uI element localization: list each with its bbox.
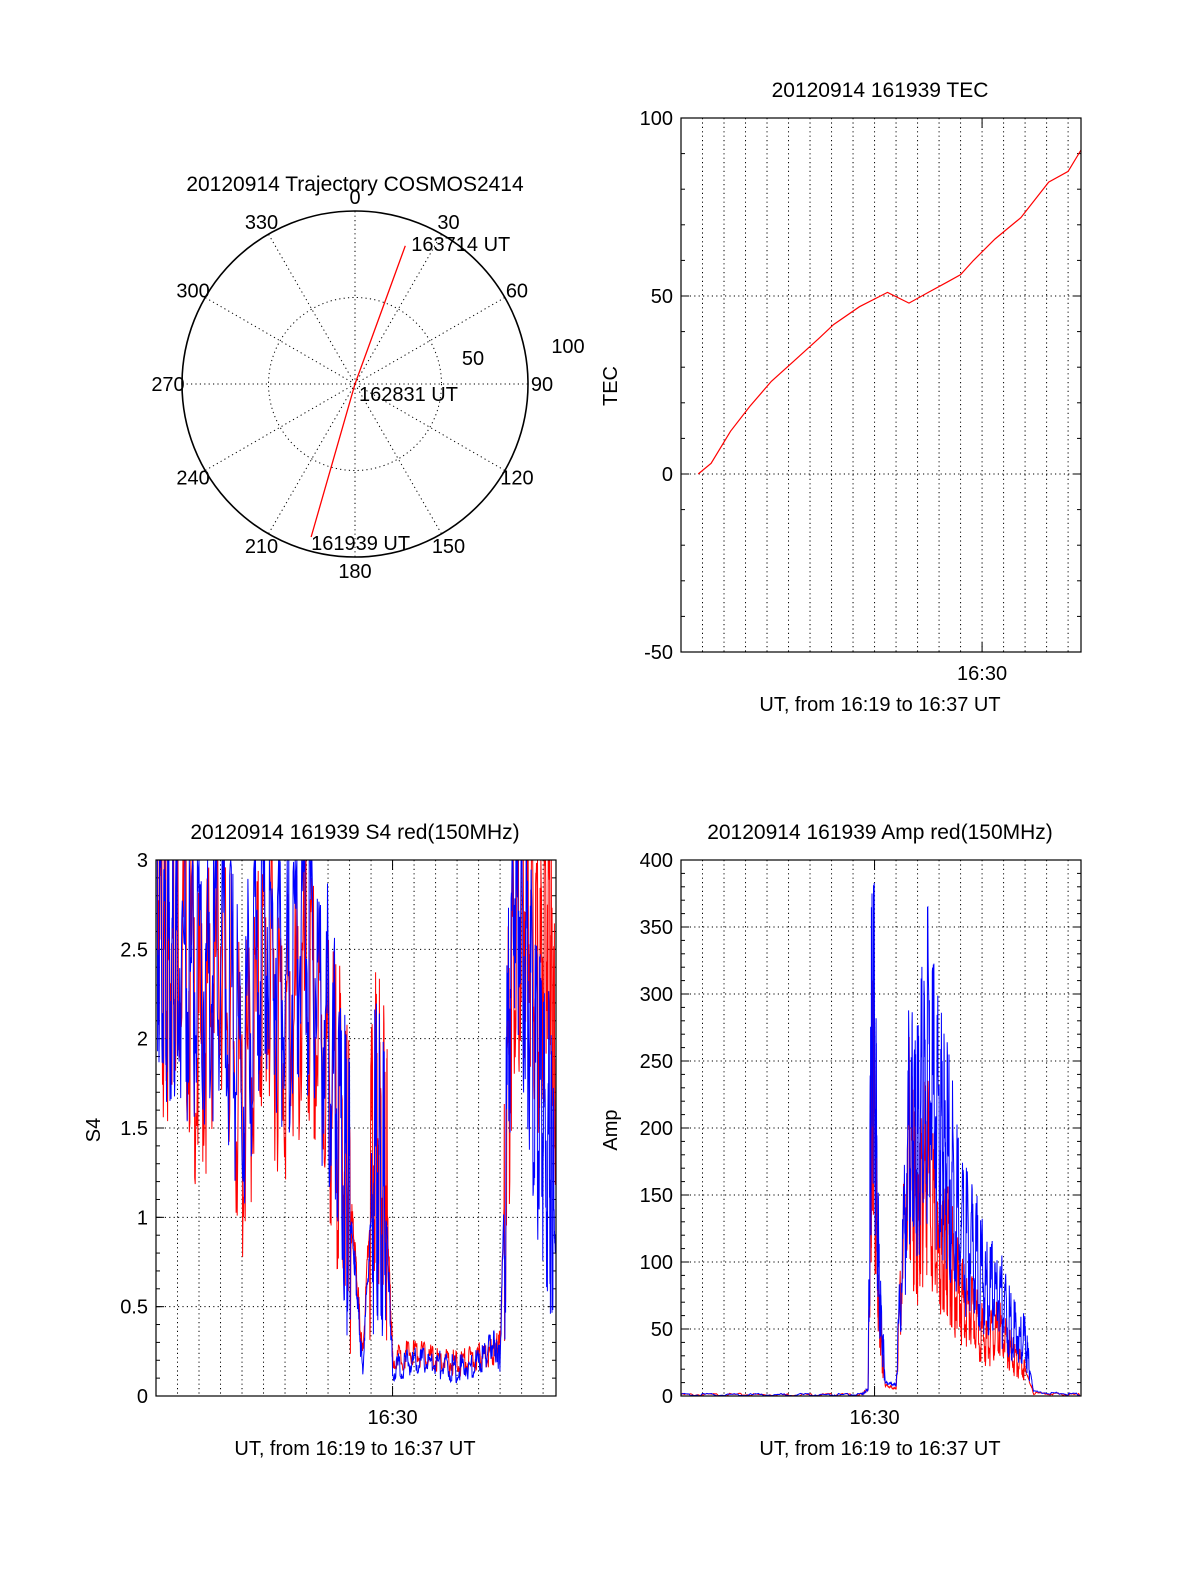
trajectory-time-label: 162831 UT <box>359 384 458 406</box>
tec-plot: 20120914 161939 TEC UT, from 16:19 to 16… <box>600 79 1082 716</box>
radius-label-50: 50 <box>462 348 484 370</box>
y-tick-label-3: 3 <box>137 850 148 872</box>
azimuth-label-60: 60 <box>506 281 528 303</box>
y-tick-label-300: 300 <box>640 984 673 1006</box>
azimuth-label-180: 180 <box>338 561 371 583</box>
s4-xlabel: UT, from 16:19 to 16:37 UT <box>234 1438 475 1460</box>
tec-xlabel: UT, from 16:19 to 16:37 UT <box>759 694 1000 716</box>
s4-title: 20120914 161939 S4 red(150MHz) <box>190 821 519 844</box>
plot-frame <box>680 117 1082 653</box>
azimuth-label-270: 270 <box>151 374 184 396</box>
azimuth-label-0: 0 <box>349 187 360 209</box>
amp-ylabel: Amp <box>600 1109 622 1150</box>
s4-ylabel: S4 <box>83 1118 105 1142</box>
y-tick-label--50: -50 <box>644 642 673 664</box>
series-line-ff0000 <box>697 149 1082 475</box>
azimuth-label-30: 30 <box>437 212 459 234</box>
y-tick-label-200: 200 <box>640 1118 673 1140</box>
series-line-ff0000 <box>156 859 557 1377</box>
amp-title: 20120914 161939 Amp red(150MHz) <box>707 821 1053 844</box>
y-tick-label-1: 1 <box>137 1207 148 1229</box>
y-tick-label-0: 0 <box>662 1386 673 1408</box>
s4-plot: 20120914 161939 S4 red(150MHz) UT, from … <box>83 821 557 1460</box>
series-line-0000ff <box>156 859 557 1384</box>
x-tick-label: 16:30 <box>850 1407 900 1429</box>
amp-xlabel: UT, from 16:19 to 16:37 UT <box>759 1438 1000 1460</box>
y-tick-label-2: 2 <box>137 1029 148 1051</box>
y-tick-label-50: 50 <box>651 286 673 308</box>
trajectory-line <box>310 245 406 538</box>
y-tick-label-0.5: 0.5 <box>120 1297 148 1319</box>
polar-spoke-300 <box>204 297 356 385</box>
radius-label-100: 100 <box>551 336 584 358</box>
y-tick-label-100: 100 <box>640 1252 673 1274</box>
y-tick-label-250: 250 <box>640 1051 673 1073</box>
azimuth-label-150: 150 <box>432 536 465 558</box>
azimuth-label-330: 330 <box>245 212 278 234</box>
polar-spoke-30 <box>354 233 442 385</box>
polar-outer-circle <box>181 210 529 558</box>
x-tick-label: 16:30 <box>368 1407 418 1429</box>
plot-frame <box>155 859 557 1397</box>
series-line-0000ff <box>680 882 1081 1397</box>
y-tick-label-0: 0 <box>137 1386 148 1408</box>
y-tick-label-150: 150 <box>640 1185 673 1207</box>
amp-plot: 20120914 161939 Amp red(150MHz) UT, from… <box>600 821 1082 1460</box>
y-tick-label-50: 50 <box>651 1319 673 1341</box>
y-tick-label-350: 350 <box>640 917 673 939</box>
polar-spoke-150 <box>354 383 442 535</box>
y-tick-label-100: 100 <box>640 108 673 130</box>
y-tick-label-0: 0 <box>662 464 673 486</box>
tec-ylabel: TEC <box>600 366 622 406</box>
azimuth-label-300: 300 <box>176 281 209 303</box>
y-tick-label-2.5: 2.5 <box>120 939 148 961</box>
y-tick-label-400: 400 <box>640 850 673 872</box>
x-tick-label: 16:30 <box>957 663 1007 685</box>
trajectory-time-label: 163714 UT <box>411 234 510 256</box>
azimuth-label-210: 210 <box>245 536 278 558</box>
y-tick-label-1.5: 1.5 <box>120 1118 148 1140</box>
trajectory-time-label: 161939 UT <box>311 533 410 555</box>
azimuth-label-90: 90 <box>531 374 553 396</box>
polar-ring-50 <box>268 297 442 471</box>
trajectory-polar-plot: 20120914 Trajectory COSMOS2414 0 30 60 90 12… <box>151 173 584 583</box>
series-line-ff0000 <box>680 979 1081 1397</box>
azimuth-label-120: 120 <box>500 468 533 490</box>
azimuth-label-240: 240 <box>176 468 209 490</box>
polar-spoke-240 <box>204 383 356 471</box>
tec-title: 20120914 161939 TEC <box>772 79 989 102</box>
polar-title: 20120914 Trajectory COSMOS2414 <box>186 173 524 196</box>
plot-frame <box>680 859 1082 1397</box>
